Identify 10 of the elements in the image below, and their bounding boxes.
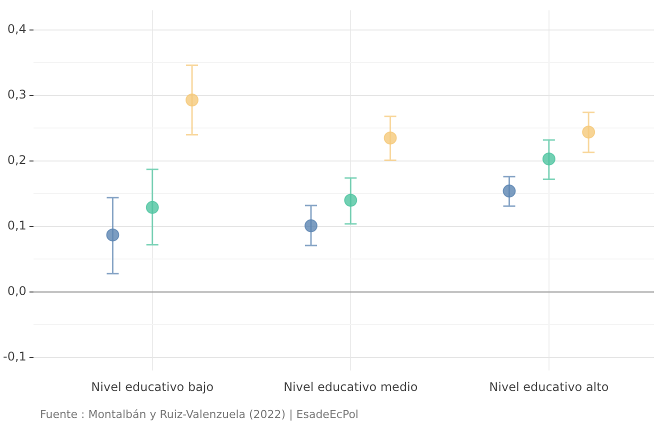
y-tick-label: 0,4 [7, 22, 26, 36]
source-note: Fuente : Montalbán y Ruiz-Valenzuela (2022) | EsadeEcPol [40, 408, 358, 421]
y-tick-label: -0,1 [2, 350, 26, 364]
y-tick-label: 0,3 [7, 88, 26, 102]
x-tick-label: Nivel educativo alto [489, 380, 609, 394]
x-tick-label: Nivel educativo bajo [91, 380, 214, 394]
y-tick-label: 0,2 [7, 153, 26, 168]
y-tick-label: 0,1 [7, 218, 26, 233]
x-tick-label: Nivel educativo medio [284, 380, 418, 394]
y-tick-label: 0,0 [7, 284, 26, 298]
